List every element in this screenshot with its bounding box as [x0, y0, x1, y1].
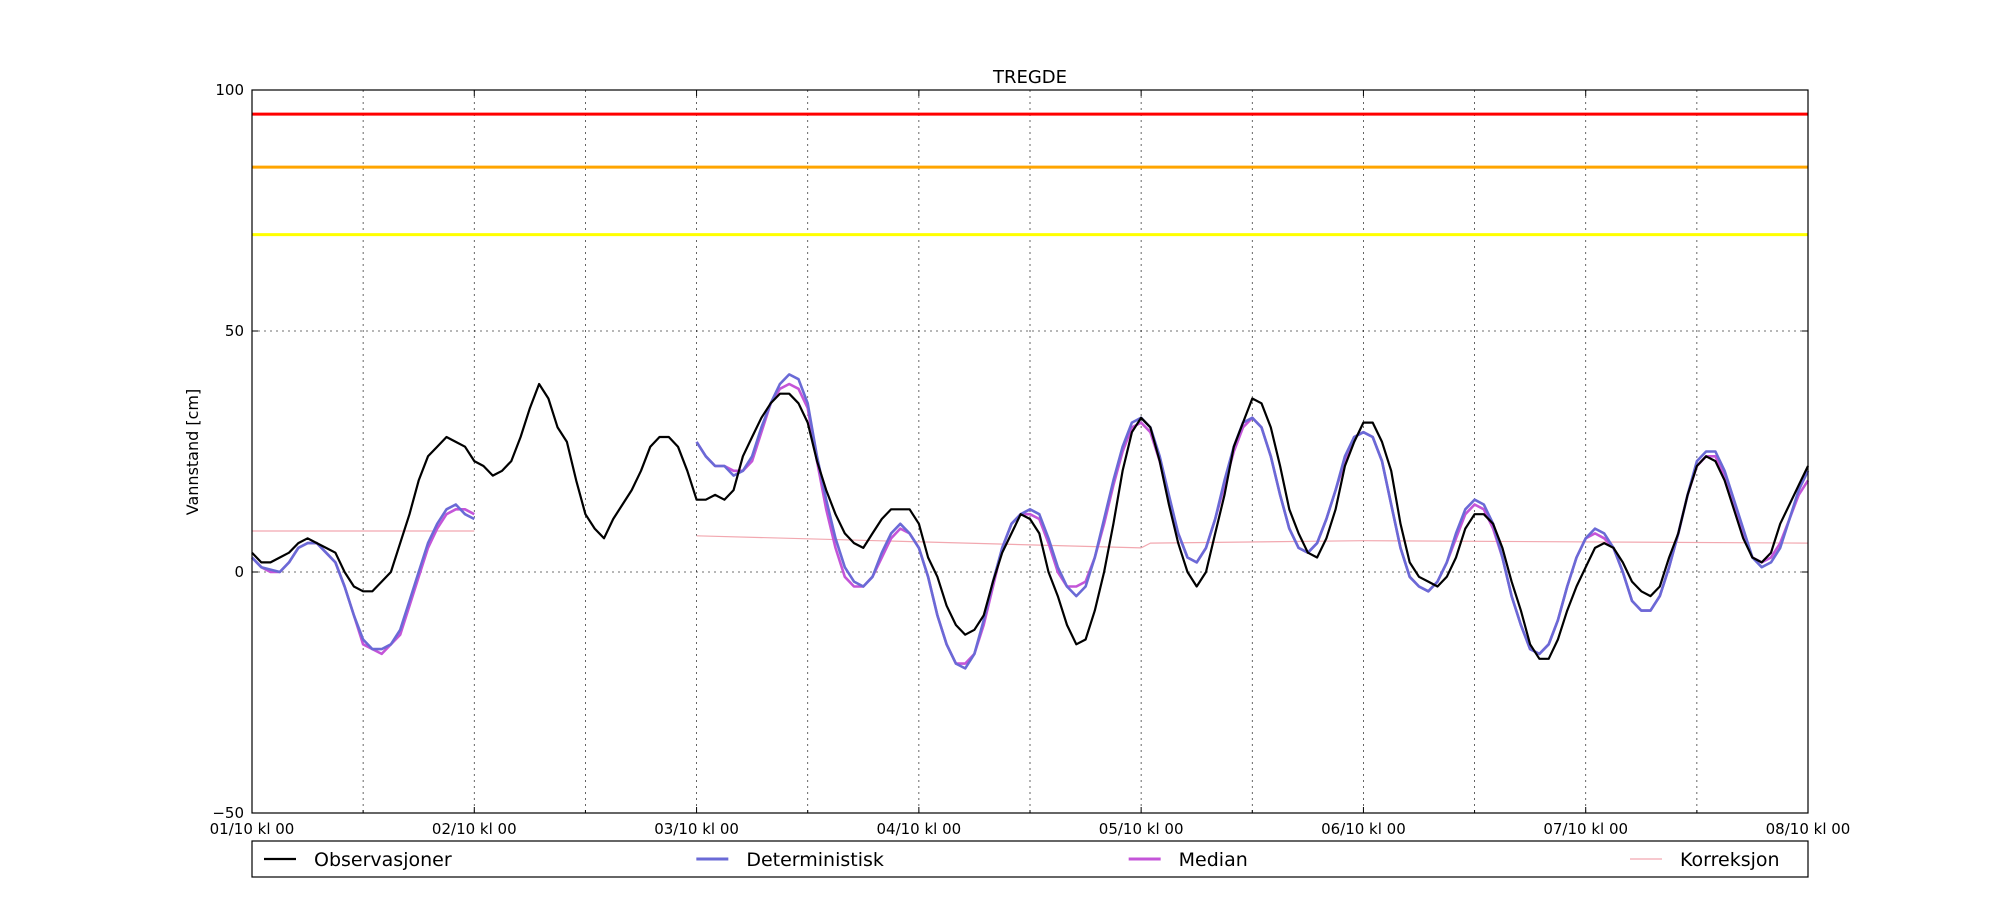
series-line-deterministisk: [695, 373, 1810, 670]
x-tick-label: 03/10 kl 00: [654, 820, 739, 838]
x-tick-label: 05/10 kl 00: [1099, 820, 1184, 838]
x-tick-label: 07/10 kl 00: [1543, 820, 1628, 838]
y-tick-label: −50: [212, 804, 244, 822]
series-line-korreksjon: [1140, 540, 1809, 549]
x-tick-label: 06/10 kl 00: [1321, 820, 1406, 838]
series-line-korreksjon: [696, 535, 1142, 549]
legend-label: Observasjoner: [314, 849, 452, 871]
x-tick-label: 02/10 kl 00: [432, 820, 517, 838]
y-tick-label: 100: [215, 81, 244, 99]
y-axis-label: Vannstand [cm]: [183, 389, 202, 515]
legend-box: [251, 840, 1809, 878]
chart-title: TREGDE: [992, 67, 1067, 88]
series-line-deterministisk: [251, 503, 475, 651]
legend-label: Deterministisk: [746, 849, 884, 871]
grid-lines: [252, 90, 1808, 813]
legend-label: Korreksjon: [1680, 849, 1780, 871]
series-line-observasjoner: [251, 382, 1809, 660]
y-tick-label: 0: [234, 563, 244, 581]
y-axis-ticks: 100 50 0 −50: [212, 81, 1808, 822]
x-tick-label: 08/10 kl 00: [1766, 820, 1851, 838]
x-tick-label: 01/10 kl 00: [210, 820, 295, 838]
x-tick-label: 04/10 kl 00: [876, 820, 961, 838]
legend: Observasjoner Deterministisk Median Korreks…: [264, 849, 1780, 871]
legend-label: Median: [1179, 849, 1248, 871]
y-tick-label: 50: [225, 322, 244, 340]
x-axis-ticks: 01/10 kl 00 02/10 kl 00 03/10 kl 00 04/10 k…: [210, 90, 1851, 838]
threshold-lines: [252, 112, 1808, 237]
series-lines: [251, 373, 1810, 670]
